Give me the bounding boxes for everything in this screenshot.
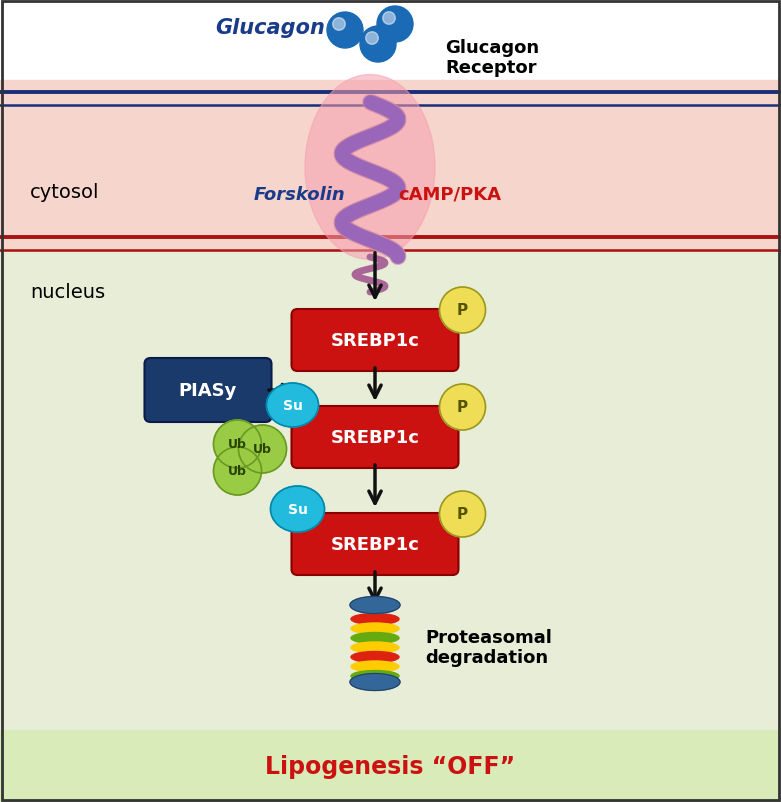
Ellipse shape — [266, 383, 319, 427]
Text: P: P — [457, 400, 468, 415]
Ellipse shape — [351, 623, 399, 634]
FancyBboxPatch shape — [291, 513, 458, 575]
Text: Su: Su — [283, 399, 302, 412]
Text: SREBP1c: SREBP1c — [330, 428, 419, 447]
Text: Ub: Ub — [253, 443, 272, 456]
Ellipse shape — [351, 642, 399, 653]
FancyBboxPatch shape — [144, 358, 272, 423]
Circle shape — [440, 288, 486, 334]
Text: Ub: Ub — [228, 438, 247, 451]
Bar — [0, 730, 781, 802]
Text: Proteasomal
degradation: Proteasomal degradation — [425, 628, 552, 666]
Text: Forskolin: Forskolin — [254, 186, 346, 204]
Ellipse shape — [351, 670, 399, 682]
FancyBboxPatch shape — [291, 407, 458, 468]
Bar — [0, 253, 781, 730]
FancyBboxPatch shape — [291, 310, 458, 371]
Ellipse shape — [305, 75, 435, 260]
Text: PIASy: PIASy — [179, 382, 237, 399]
Text: SREBP1c: SREBP1c — [330, 331, 419, 350]
Circle shape — [377, 7, 413, 43]
Ellipse shape — [350, 597, 400, 614]
Circle shape — [213, 420, 262, 468]
Text: Lipogenesis “OFF”: Lipogenesis “OFF” — [266, 754, 515, 778]
Circle shape — [213, 448, 262, 496]
Circle shape — [327, 13, 363, 49]
Circle shape — [440, 384, 486, 431]
Text: Glucagon
Receptor: Glucagon Receptor — [445, 38, 539, 77]
Text: P: P — [457, 303, 468, 318]
Circle shape — [383, 13, 395, 26]
Bar — [0, 81, 781, 253]
Ellipse shape — [351, 652, 399, 662]
Circle shape — [238, 426, 287, 473]
Text: Su: Su — [287, 502, 308, 516]
Text: Ub: Ub — [228, 465, 247, 478]
Text: cytosol: cytosol — [30, 184, 99, 202]
Text: cAMP/PKA: cAMP/PKA — [398, 186, 501, 204]
Ellipse shape — [350, 674, 400, 691]
Ellipse shape — [351, 614, 399, 625]
Circle shape — [333, 18, 345, 31]
Ellipse shape — [351, 633, 399, 644]
Circle shape — [366, 33, 378, 45]
Text: SREBP1c: SREBP1c — [330, 535, 419, 553]
Ellipse shape — [351, 661, 399, 672]
Text: P: P — [457, 507, 468, 522]
Text: Glucagon: Glucagon — [215, 18, 325, 38]
Circle shape — [360, 27, 396, 63]
Ellipse shape — [270, 486, 324, 533]
Circle shape — [440, 492, 486, 537]
Text: nucleus: nucleus — [30, 283, 105, 302]
